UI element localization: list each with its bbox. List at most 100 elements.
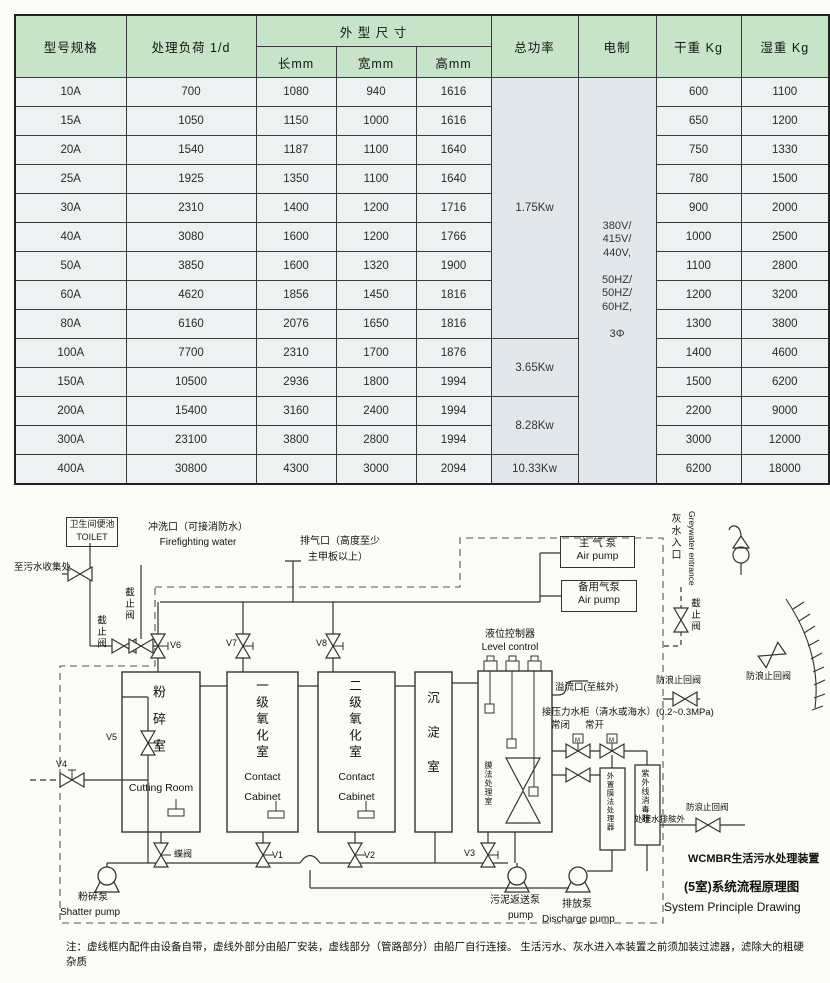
cell-dry-weight: 600	[655, 77, 742, 107]
cell-width: 1100	[335, 164, 417, 194]
cell-length: 4300	[255, 454, 337, 485]
valve-v7	[235, 633, 254, 659]
drawing-title-en: System Principle Drawing	[664, 900, 801, 914]
backup-air-pump-zh: 备用气泵	[578, 581, 620, 593]
drawing-title-zh2: (5室)系统流程原理图	[684, 880, 800, 894]
sludge-pump-en: pump	[508, 910, 534, 921]
valve-label-v4: V4	[56, 759, 68, 769]
cell-length: 3800	[255, 425, 337, 455]
pumps	[93, 866, 592, 893]
cell-model: 40A	[14, 222, 127, 252]
cell-power: 3.65Kw	[490, 338, 579, 397]
vent-label-1: 排气口（高度至少	[300, 536, 380, 547]
cell-model: 150A	[14, 367, 127, 397]
cell-wet-weight: 3200	[740, 280, 830, 310]
shatter-pump-zh: 粉碎泵	[78, 892, 108, 903]
toilet-box: 卫生间便池 TOILET	[66, 517, 118, 547]
cell-length: 1350	[255, 164, 337, 194]
valve-label-v1: V1	[272, 850, 284, 860]
tank3-label-zh: 二级氧化室	[347, 679, 361, 762]
cell-height: 1640	[415, 164, 492, 194]
tank-contact-1	[226, 671, 299, 833]
cell-model: 25A	[14, 164, 127, 194]
cell-width: 2800	[335, 425, 417, 455]
system-principle-diagram: 卫生间便池 TOILET 冲洗口（可接消防水） Firefighting wat…	[0, 503, 830, 983]
cell-dry-weight: 1100	[655, 251, 742, 281]
discharge-pump-en: Discharge pump	[542, 914, 615, 925]
table-row: 50A 3850 1600 1320 1900 1100 2800	[14, 251, 830, 281]
cell-height: 1900	[415, 251, 492, 281]
nc-motor-valve	[565, 733, 591, 759]
greywater-label-en: Greywater entrance	[687, 511, 697, 586]
cell-load: 1540	[125, 135, 257, 165]
external-membrane-box	[599, 767, 626, 851]
cell-model: 20A	[14, 135, 127, 165]
cell-wet-weight: 1200	[740, 106, 830, 136]
cell-height: 1876	[415, 338, 492, 368]
cell-height: 1816	[415, 309, 492, 339]
table-row: 25A 1925 1350 1100 1640 780 1500	[14, 164, 830, 194]
cell-model: 400A	[14, 454, 127, 485]
sewage-valve-icon	[67, 566, 93, 582]
cell-wet-weight: 6200	[740, 367, 830, 397]
motor-label: M	[609, 738, 614, 744]
table-row: 30A 2310 1400 1200 1716 900 2000	[14, 193, 830, 223]
cell-load: 10500	[125, 367, 257, 397]
motor-label: M	[575, 738, 580, 744]
header-width: 宽mm	[335, 46, 417, 78]
membrane-outlet-valve-icon	[565, 767, 591, 783]
header-wet-weight: 湿重 Kg	[740, 14, 830, 78]
table-row: 300A 23100 3800 2800 1994 3000 12000	[14, 425, 830, 455]
diagram-drawing	[30, 525, 826, 924]
cell-load: 3850	[125, 251, 257, 281]
cell-height: 1994	[415, 425, 492, 455]
cell-load: 30800	[125, 454, 257, 485]
cell-dry-weight: 1200	[655, 280, 742, 310]
hull-curve	[785, 598, 826, 711]
tank3-label-en2: Cabinet	[338, 791, 375, 803]
table-row: 60A 4620 1856 1450 1816 1200 3200	[14, 280, 830, 310]
cell-length: 1187	[255, 135, 337, 165]
cell-height: 1640	[415, 135, 492, 165]
tank-settling	[414, 671, 453, 833]
cell-wet-weight: 12000	[740, 425, 830, 455]
backup-air-pump-en: Air pump	[577, 594, 620, 606]
cell-width: 1650	[335, 309, 417, 339]
overflow-label: 溢流口(至舷外)	[555, 682, 619, 693]
cell-model: 60A	[14, 280, 127, 310]
no-motor-valve	[599, 733, 625, 759]
cell-height: 2094	[415, 454, 492, 485]
cell-wet-weight: 1330	[740, 135, 830, 165]
cell-power: 8.28Kw	[490, 396, 579, 455]
cell-length: 2076	[255, 309, 337, 339]
tanks	[121, 670, 553, 833]
valve-label-v6: V6	[170, 640, 182, 650]
cell-length: 1150	[255, 106, 337, 136]
cell-width: 1200	[335, 222, 417, 252]
valve-v6	[150, 633, 169, 659]
toilet-label-en: TOILET	[76, 532, 108, 542]
tank-diffusers	[167, 799, 375, 819]
tank-membrane	[477, 670, 553, 833]
cell-dry-weight: 1500	[655, 367, 742, 397]
shatter-pump-en: Shatter pump	[60, 907, 121, 918]
membrane-module	[505, 757, 541, 824]
cell-dry-weight: 6200	[655, 454, 742, 485]
cell-dry-weight: 650	[655, 106, 742, 136]
spec-table-body: 10A 700 1080 940 1616 1.75Kw 380V/415V/440V, 5…	[14, 77, 830, 485]
cell-height: 1994	[415, 396, 492, 426]
table-row: 400A 30800 4300 3000 2094 10.33Kw 6200 18000	[14, 454, 830, 485]
tank2-label-zh: 一级氧化室	[254, 679, 268, 762]
flush-label-en: Firefighting water	[159, 537, 237, 548]
cell-model: 80A	[14, 309, 127, 339]
cell-power: 1.75Kw	[490, 77, 579, 339]
tank2-label-en2: Cabinet	[244, 791, 281, 803]
cell-model: 200A	[14, 396, 127, 426]
cell-wet-weight: 2800	[740, 251, 830, 281]
valve-v4	[59, 769, 85, 788]
cell-length: 1080	[255, 77, 337, 107]
valve-label-v5: V5	[106, 732, 118, 742]
header-load: 处理负荷 1/d	[125, 14, 257, 78]
cell-load: 6160	[125, 309, 257, 339]
